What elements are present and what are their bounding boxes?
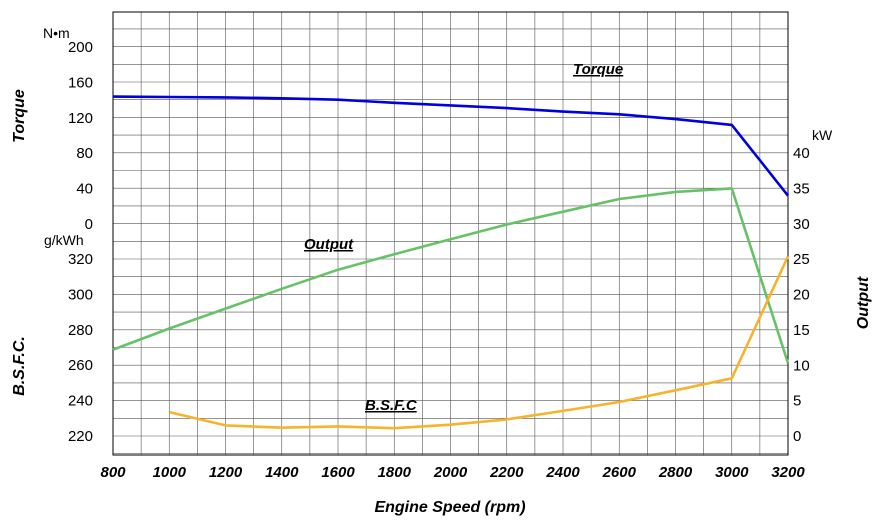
x-axis-ticks: 800 1000 1200 1400 1600 1800 2000 2200 2400 2600 2…: [100, 464, 805, 481]
output-tick-label: 35: [793, 180, 810, 197]
output-tick-label: 10: [793, 357, 810, 374]
grid-lines: [112, 12, 789, 455]
x-axis-title: Engine Speed (rpm): [374, 499, 525, 516]
torque-tick-label: 0: [85, 216, 93, 233]
torque-tick-label: 200: [68, 39, 93, 56]
output-tick-label: 25: [793, 251, 810, 268]
x-tick-label: 800: [100, 464, 126, 481]
x-tick-label: 1800: [378, 464, 412, 481]
x-tick-label: 1600: [321, 464, 355, 481]
torque-series-line: [112, 95, 790, 197]
torque-unit: N•m: [43, 25, 70, 41]
bsfc-series-label: B.S.F.C: [365, 397, 418, 414]
series-lines: [112, 95, 790, 430]
x-tick-label: 2400: [545, 464, 580, 481]
x-tick-label: 2600: [602, 464, 637, 481]
torque-tick-label: 40: [76, 181, 93, 198]
output-series-label: Output: [304, 236, 354, 253]
x-tick-label: 1400: [265, 464, 299, 481]
torque-axis-title: Torque: [11, 89, 28, 143]
bsfc-series-line: [169, 255, 790, 430]
bsfc-tick-label: 260: [68, 357, 93, 374]
bsfc-tick-label: 300: [68, 286, 93, 303]
x-tick-label: 3200: [771, 464, 805, 481]
output-tick-label: 20: [793, 287, 810, 304]
torque-series-label: Torque: [573, 61, 623, 78]
bsfc-tick-label: 220: [68, 428, 93, 445]
output-axis-title: Output: [855, 276, 872, 329]
output-tick-label: 30: [793, 216, 810, 233]
torque-axis-ticks: 0 40 80 120 160 200: [68, 39, 93, 233]
x-tick-label: 2800: [658, 464, 693, 481]
bsfc-axis-title: B.S.F.C.: [11, 336, 28, 396]
bsfc-axis-ticks: 220 240 260 280 300 320: [68, 251, 93, 445]
torque-tick-label: 160: [68, 74, 93, 91]
bsfc-tick-label: 280: [68, 322, 93, 339]
output-tick-label: 5: [793, 393, 801, 410]
output-axis-ticks: 0 5 10 15 20 25 30 35 40: [793, 145, 810, 445]
torque-tick-label: 80: [76, 145, 93, 162]
plot-frame: [112, 11, 789, 456]
x-tick-label: 3000: [715, 464, 749, 481]
bsfc-tick-label: 320: [68, 251, 93, 268]
output-tick-label: 0: [793, 428, 801, 445]
output-unit: kW: [812, 127, 833, 143]
x-tick-label: 2000: [433, 464, 468, 481]
bsfc-unit: g/kWh: [44, 232, 84, 248]
bsfc-tick-label: 240: [68, 393, 93, 410]
output-series-line: [112, 187, 790, 364]
x-tick-label: 2200: [489, 464, 524, 481]
torque-tick-label: 120: [68, 110, 93, 127]
output-tick-label: 15: [793, 322, 810, 339]
output-tick-label: 40: [793, 145, 810, 162]
x-tick-label: 1000: [153, 464, 187, 481]
x-tick-label: 1200: [209, 464, 243, 481]
